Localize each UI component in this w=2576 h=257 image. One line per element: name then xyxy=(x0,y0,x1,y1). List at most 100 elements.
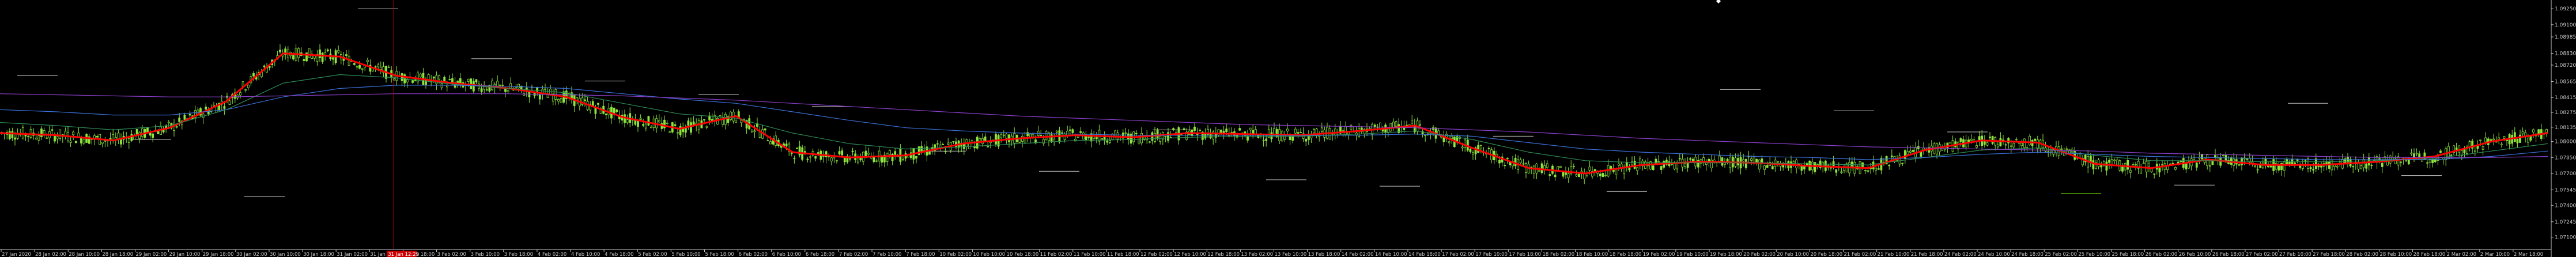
candle-body xyxy=(2097,160,2100,167)
candle-body xyxy=(1567,173,1570,179)
candle-body xyxy=(769,141,772,145)
x-tick-label: 13 Feb 02:00 xyxy=(1241,252,1273,257)
x-tick-label: 28 Feb 02:00 xyxy=(2346,252,2378,257)
candle-body xyxy=(2023,138,2026,148)
ma-line-4 xyxy=(0,93,2548,158)
candle-body xyxy=(2116,159,2118,165)
candle-body xyxy=(584,99,586,101)
candle-body xyxy=(2171,162,2174,164)
y-tick-label: 1.09250 xyxy=(2555,6,2576,12)
candle-body xyxy=(2108,160,2110,163)
candle-body xyxy=(1477,145,1480,153)
candle-body xyxy=(772,138,775,145)
candle-body xyxy=(639,118,642,120)
candle-body xyxy=(485,89,488,90)
candle-body xyxy=(205,107,207,110)
candle-body xyxy=(488,85,491,92)
x-tick-label: 17 Feb 02:00 xyxy=(1442,252,1474,257)
x-tick-label: 27 Feb 10:00 xyxy=(2279,252,2311,257)
candle-body xyxy=(2180,161,2182,162)
candle-body xyxy=(2105,161,2108,171)
candle-body xyxy=(713,115,716,120)
candle-body xyxy=(130,134,133,141)
candle-body xyxy=(518,84,520,89)
x-tick-label: 28 Feb 10:00 xyxy=(2379,252,2412,257)
candle-body xyxy=(1461,146,1464,149)
candle-body xyxy=(1546,163,1548,168)
x-tick-label: 21 Feb 18:00 xyxy=(1911,252,1943,257)
candle-body xyxy=(377,65,380,67)
candle-body xyxy=(175,126,178,128)
x-tick-label: 2 Mar 10:00 xyxy=(2480,252,2510,257)
candle-body xyxy=(2484,137,2487,142)
x-tick-label: 19 Feb 10:00 xyxy=(1676,252,1709,257)
x-tick-label: 10 Feb 10:00 xyxy=(973,252,1005,257)
candle-body xyxy=(1071,129,1074,133)
x-tick-label: 30 Jan 02:00 xyxy=(236,252,267,257)
x-tick-label: 28 Jan 18:00 xyxy=(102,252,133,257)
candle-body xyxy=(615,109,618,112)
candle-body xyxy=(1201,131,1204,140)
y-tick-label: 1.08135 xyxy=(2555,125,2576,131)
x-tick-label: 27 Feb 18:00 xyxy=(2313,252,2345,257)
candle-body xyxy=(2439,150,2442,153)
candle-body xyxy=(2415,153,2418,154)
x-tick-label: 19 Feb 02:00 xyxy=(1643,252,1675,257)
x-tick-label: 5 Feb 18:00 xyxy=(705,252,734,257)
x-tick-label: 20 Feb 18:00 xyxy=(1810,252,1842,257)
candle-body xyxy=(228,100,231,105)
candle-body xyxy=(1999,138,2002,146)
candle-body xyxy=(1548,174,1551,176)
candle-body xyxy=(1411,120,1414,124)
candle-body xyxy=(2365,163,2368,169)
candle-body xyxy=(507,90,509,92)
candle-body xyxy=(2453,145,2455,153)
x-tick-label: 28 Jan 02:00 xyxy=(35,252,66,257)
candle-body xyxy=(263,65,266,67)
x-tick-label: 7 Feb 18:00 xyxy=(906,252,935,257)
candle-body xyxy=(830,157,833,161)
candle-body xyxy=(1628,168,1631,171)
candle-body xyxy=(1379,122,1381,129)
x-tick-label: 6 Feb 10:00 xyxy=(772,252,801,257)
candle-body xyxy=(1750,158,1752,161)
candle-body xyxy=(928,152,931,155)
candle-body xyxy=(668,131,671,133)
candle-body xyxy=(1358,128,1361,137)
y-tick-label: 1.07100 xyxy=(2555,235,2576,241)
x-tick-label: 2 Mar 02:00 xyxy=(2447,252,2476,257)
candle-body xyxy=(605,114,607,115)
candle-body xyxy=(2036,139,2039,149)
x-tick-label: 30 Jan 18:00 xyxy=(303,252,334,257)
candle-body xyxy=(244,89,247,91)
candle-body xyxy=(1074,139,1077,142)
candle-body xyxy=(2012,142,2015,148)
candle-body xyxy=(947,142,950,145)
x-tick-label: 10 Feb 18:00 xyxy=(1007,252,1039,257)
y-tick-label: 1.07400 xyxy=(2555,203,2576,209)
candle-body xyxy=(2065,148,2068,150)
candle-body xyxy=(2246,158,2249,160)
candle-body xyxy=(1618,163,1620,166)
candle-body xyxy=(2513,132,2516,142)
candle-body xyxy=(894,151,897,155)
candle-body xyxy=(332,57,334,60)
candle-body xyxy=(1095,137,1098,139)
candle-body xyxy=(1649,161,1652,169)
candle-body xyxy=(292,55,294,60)
candle-body xyxy=(1898,156,1901,165)
candle-body xyxy=(361,68,364,70)
candle-body xyxy=(2193,157,2196,160)
x-tick-label: 11 Feb 18:00 xyxy=(1107,252,1139,257)
x-tick-label: 12 Feb 02:00 xyxy=(1140,252,1173,257)
x-tick-label: 4 Feb 10:00 xyxy=(571,252,600,257)
candle-body xyxy=(2434,158,2437,162)
x-tick-label: 5 Feb 02:00 xyxy=(638,252,667,257)
candle-body xyxy=(1106,140,1109,143)
candle-body xyxy=(2314,158,2317,169)
candle-body xyxy=(1419,124,1421,126)
candle-body xyxy=(303,59,305,61)
candle-body xyxy=(146,127,149,133)
